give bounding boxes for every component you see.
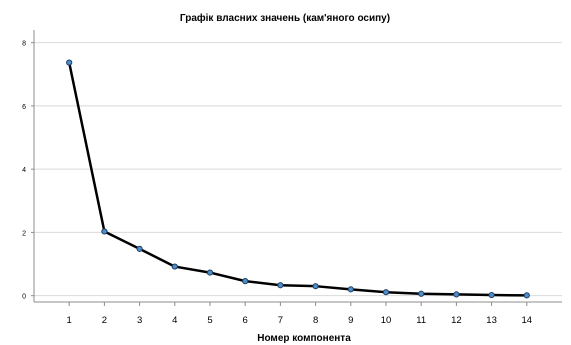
grid-layer [34,42,562,297]
data-point [347,286,354,293]
series-layer [66,59,530,299]
y-tick-label: 0 [22,294,26,301]
data-point [242,278,249,285]
x-tick-label: 14 [522,315,533,326]
data-point [453,291,460,298]
x-tick-label: 8 [313,315,318,326]
x-tick-label: 13 [486,315,497,326]
data-point [418,290,425,297]
x-tick-label: 5 [207,315,212,326]
data-point [523,292,530,299]
y-tick-label: 4 [22,167,26,174]
data-point [488,291,495,299]
data-point [171,263,178,270]
x-tick-label: 9 [348,315,353,326]
data-point [382,289,390,296]
x-tick-label: 11 [416,315,426,326]
y-tick-label: 8 [22,41,26,48]
x-tick-label: 12 [451,315,462,326]
x-tick-label: 10 [381,315,392,326]
x-tick-label: 2 [102,315,107,326]
data-point [136,245,143,252]
x-tick-label: 4 [172,315,177,326]
axis-layer [31,30,562,306]
chart-title: Графік власних значень (кам'яного осипу) [180,12,390,24]
data-point [206,269,214,276]
x-tick-label: 3 [137,315,142,326]
y-tick-label: 6 [22,104,26,111]
x-tick-label: 7 [278,315,283,326]
series-line [67,61,529,297]
x-tick-label: 6 [243,315,248,326]
data-point [312,283,319,290]
data-point [66,59,73,66]
text-layer: Графік власних значень (кам'яного осипу)… [22,12,532,344]
x-axis-title: Номер компонента [257,333,351,344]
data-point [277,282,284,289]
data-point [101,228,108,235]
y-tick-label: 2 [22,230,26,237]
x-tick-label: 1 [67,315,72,326]
